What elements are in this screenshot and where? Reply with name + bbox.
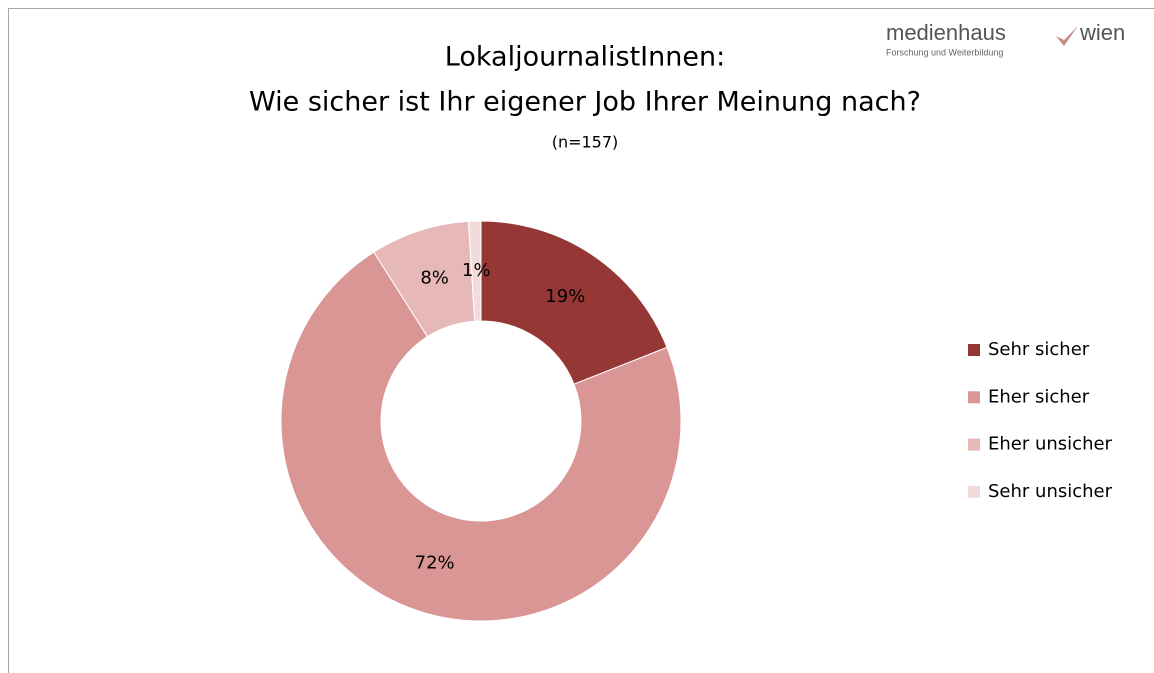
donut-slice <box>280 251 682 622</box>
legend-swatch <box>968 391 980 404</box>
frame <box>8 8 1154 673</box>
legend-label: Eher unsicher <box>988 434 1113 455</box>
chart-title: LokaljournalistInnen: <box>445 42 725 73</box>
legend-swatch <box>968 344 980 356</box>
chart-subtitle: (n=157) <box>552 133 619 152</box>
donut-slice <box>467 220 482 322</box>
logo-name: medienhaus <box>886 20 1006 45</box>
data-label: 72% <box>415 553 455 574</box>
donut-slice <box>480 220 668 385</box>
logo-check <box>1056 26 1078 46</box>
data-label: 1% <box>462 260 491 281</box>
data-label: 19% <box>545 286 585 307</box>
legend-swatch <box>968 438 980 451</box>
legend-swatch <box>968 485 980 498</box>
legend-label: Eher sicher <box>988 386 1090 407</box>
legend-label: Sehr sicher <box>988 339 1090 360</box>
chart-title: Wie sicher ist Ihr eigener Job Ihrer Mei… <box>249 87 921 118</box>
legend-label: Sehr unsicher <box>988 481 1113 502</box>
logo-name: wien <box>1079 20 1125 45</box>
logo-tagline: Forschung und Weiterbildung <box>886 47 1003 57</box>
data-label: 8% <box>420 267 449 288</box>
logo: medienhaus wien Forschung und Weiterbild… <box>886 20 1125 58</box>
